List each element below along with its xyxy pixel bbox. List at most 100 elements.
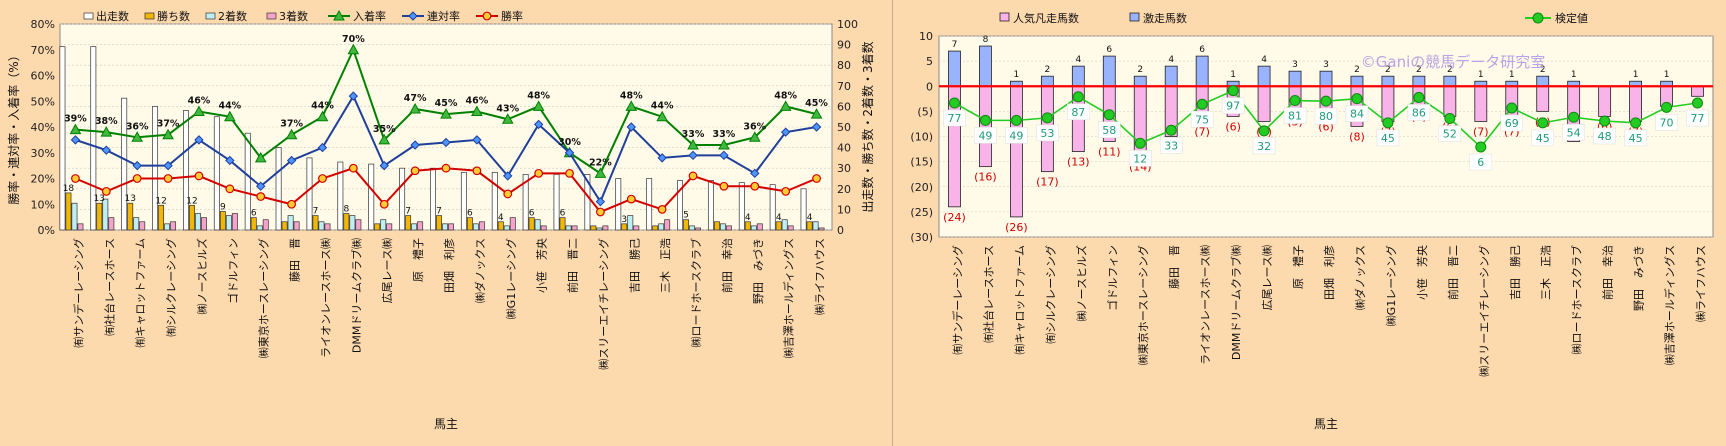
left-bar-label: 6 — [251, 209, 257, 219]
right-category-label: ㈱ライフハウス — [1695, 245, 1708, 322]
left-point-連対率 — [595, 196, 606, 207]
right-category-label-group: ㈱G1レーシング — [1384, 245, 1398, 326]
right-value-box — [943, 109, 966, 127]
left-y2-tick: 20 — [837, 183, 851, 196]
right-value-label: 80 — [1319, 110, 1333, 123]
left-y-tick: 80% — [31, 18, 55, 31]
left-point-勝率 — [348, 163, 358, 173]
right-pos-label: 8 — [983, 35, 989, 45]
left-point-入着率 — [779, 100, 792, 111]
left-category-label-group: 藤田 晋 — [289, 238, 302, 282]
right-value-box — [1190, 111, 1214, 128]
left-bar-2着数 — [689, 225, 695, 231]
left-category-label: 野田 みづき — [752, 238, 765, 304]
right-value-label: 53 — [1040, 127, 1054, 140]
left-point-勝率 — [379, 199, 389, 209]
left-bar-2着数 — [318, 221, 325, 231]
right-bar-激走馬数 — [1257, 65, 1271, 87]
left-y2-tick: 80 — [837, 59, 851, 72]
right-neg-label: (11) — [1098, 146, 1121, 159]
right-pos-label: 6 — [1106, 45, 1112, 55]
right-pos-label: 2 — [1385, 65, 1391, 75]
right-bar-激走馬数 — [979, 45, 992, 87]
left-bar-2着数 — [71, 202, 78, 231]
left-category-label-group: 吉田 勝己 — [627, 238, 641, 293]
left-category-label: ㈱ダノックス — [473, 238, 487, 303]
right-neg-label: (17) — [1036, 176, 1059, 189]
right-bar-人気凡走馬数 — [1010, 85, 1023, 218]
left-bar-2着数 — [565, 225, 572, 231]
right-category-label: ㈱ロードホースクラブ — [1570, 245, 1584, 354]
right-point-検定値 — [1630, 117, 1642, 129]
left-y-title-group: 勝率・連対率・入着率（%） — [6, 49, 21, 204]
right-category-label: ㈱ノースヒルズ — [1074, 245, 1088, 321]
left-legend-swatch — [144, 12, 155, 20]
right-point-検定値 — [1599, 115, 1611, 127]
right-category-label-group: DMMドリームクラブ㈱ — [1229, 245, 1243, 360]
right-pos-label: 4 — [1075, 55, 1081, 65]
left-point-勝率 — [410, 166, 420, 176]
right-value-box — [1469, 153, 1493, 171]
right-value-box — [1005, 127, 1028, 144]
left-point-勝率 — [287, 199, 297, 209]
right-point-検定値 — [1661, 101, 1673, 113]
right-bar-人気凡走馬数 — [1381, 85, 1395, 122]
left-point-連対率 — [256, 181, 266, 191]
left-top-label: 48% — [527, 90, 550, 101]
left-bar-3着数 — [571, 225, 578, 231]
left-category-label: DMMドリームクラブ㈱ — [349, 238, 363, 353]
left-bar-label: 7 — [436, 207, 442, 217]
left-bar-3着数 — [818, 227, 825, 231]
left-bar-勝ち数 — [528, 217, 535, 231]
left-top-label: 33% — [682, 129, 705, 140]
left-bar-2着数 — [627, 215, 634, 231]
right-pos-label: 6 — [1199, 45, 1205, 55]
left-point-入着率 — [718, 138, 730, 150]
left-bar-2着数 — [133, 217, 140, 231]
left-category-label-group: 野田 みづき — [752, 238, 765, 304]
right-neg-label: (16) — [974, 171, 997, 184]
left-y2-tick: 0 — [837, 224, 844, 237]
left-bar-3着数 — [139, 221, 146, 231]
left-bar-label: 7 — [405, 207, 411, 217]
left-bar-勝ち数 — [127, 202, 134, 231]
right-category-label-group: ㈱吉澤ホールディングス — [1663, 245, 1677, 365]
left-bar-3着数 — [787, 225, 794, 231]
right-value-box — [1376, 129, 1400, 147]
left-bar-2着数 — [102, 198, 109, 231]
left-point-連対率 — [472, 135, 482, 145]
right-y-tick: 10 — [919, 30, 933, 43]
right-bar-激走馬数 — [1412, 75, 1426, 87]
left-bar-3着数 — [448, 223, 454, 231]
left-point-入着率 — [501, 113, 514, 124]
left-point-連対率 — [688, 150, 698, 161]
right-bar-激走馬数 — [1040, 75, 1054, 87]
right-pos-label: 4 — [1168, 55, 1174, 65]
left-point-連対率 — [101, 145, 112, 155]
right-category-label: ㈲シルクレーシング — [1043, 245, 1057, 344]
right-value-box — [1067, 103, 1090, 121]
left-category-label-group: 小笹 芳央 — [535, 238, 549, 293]
right-category-label-group: 野田 みづき — [1633, 245, 1646, 311]
left-bar-勝ち数 — [713, 221, 720, 231]
left-bar-3着数 — [170, 221, 177, 231]
left-y-tick: 10% — [31, 198, 55, 211]
right-bar-激走馬数 — [1319, 70, 1333, 87]
left-point-入着率 — [440, 108, 452, 119]
left-point-連対率 — [317, 142, 328, 153]
left-point-入着率 — [748, 131, 761, 142]
left-bar-勝ち数 — [621, 223, 628, 231]
right-point-検定値 — [1692, 97, 1704, 109]
left-bar-勝ち数 — [683, 219, 689, 231]
right-point-検定値 — [1134, 137, 1146, 149]
left-bar-2着数 — [195, 213, 201, 231]
left-bar-勝ち数 — [158, 204, 165, 231]
left-point-勝率 — [750, 181, 760, 191]
right-value-label: 77 — [1691, 112, 1705, 125]
left-bar-3着数 — [633, 225, 640, 231]
left-bar-label: 12 — [155, 196, 166, 206]
left-bar-2着数 — [658, 223, 665, 231]
right-value-box — [1655, 114, 1678, 131]
left-bar-3着数 — [602, 225, 609, 231]
right-value-box — [1128, 150, 1152, 167]
